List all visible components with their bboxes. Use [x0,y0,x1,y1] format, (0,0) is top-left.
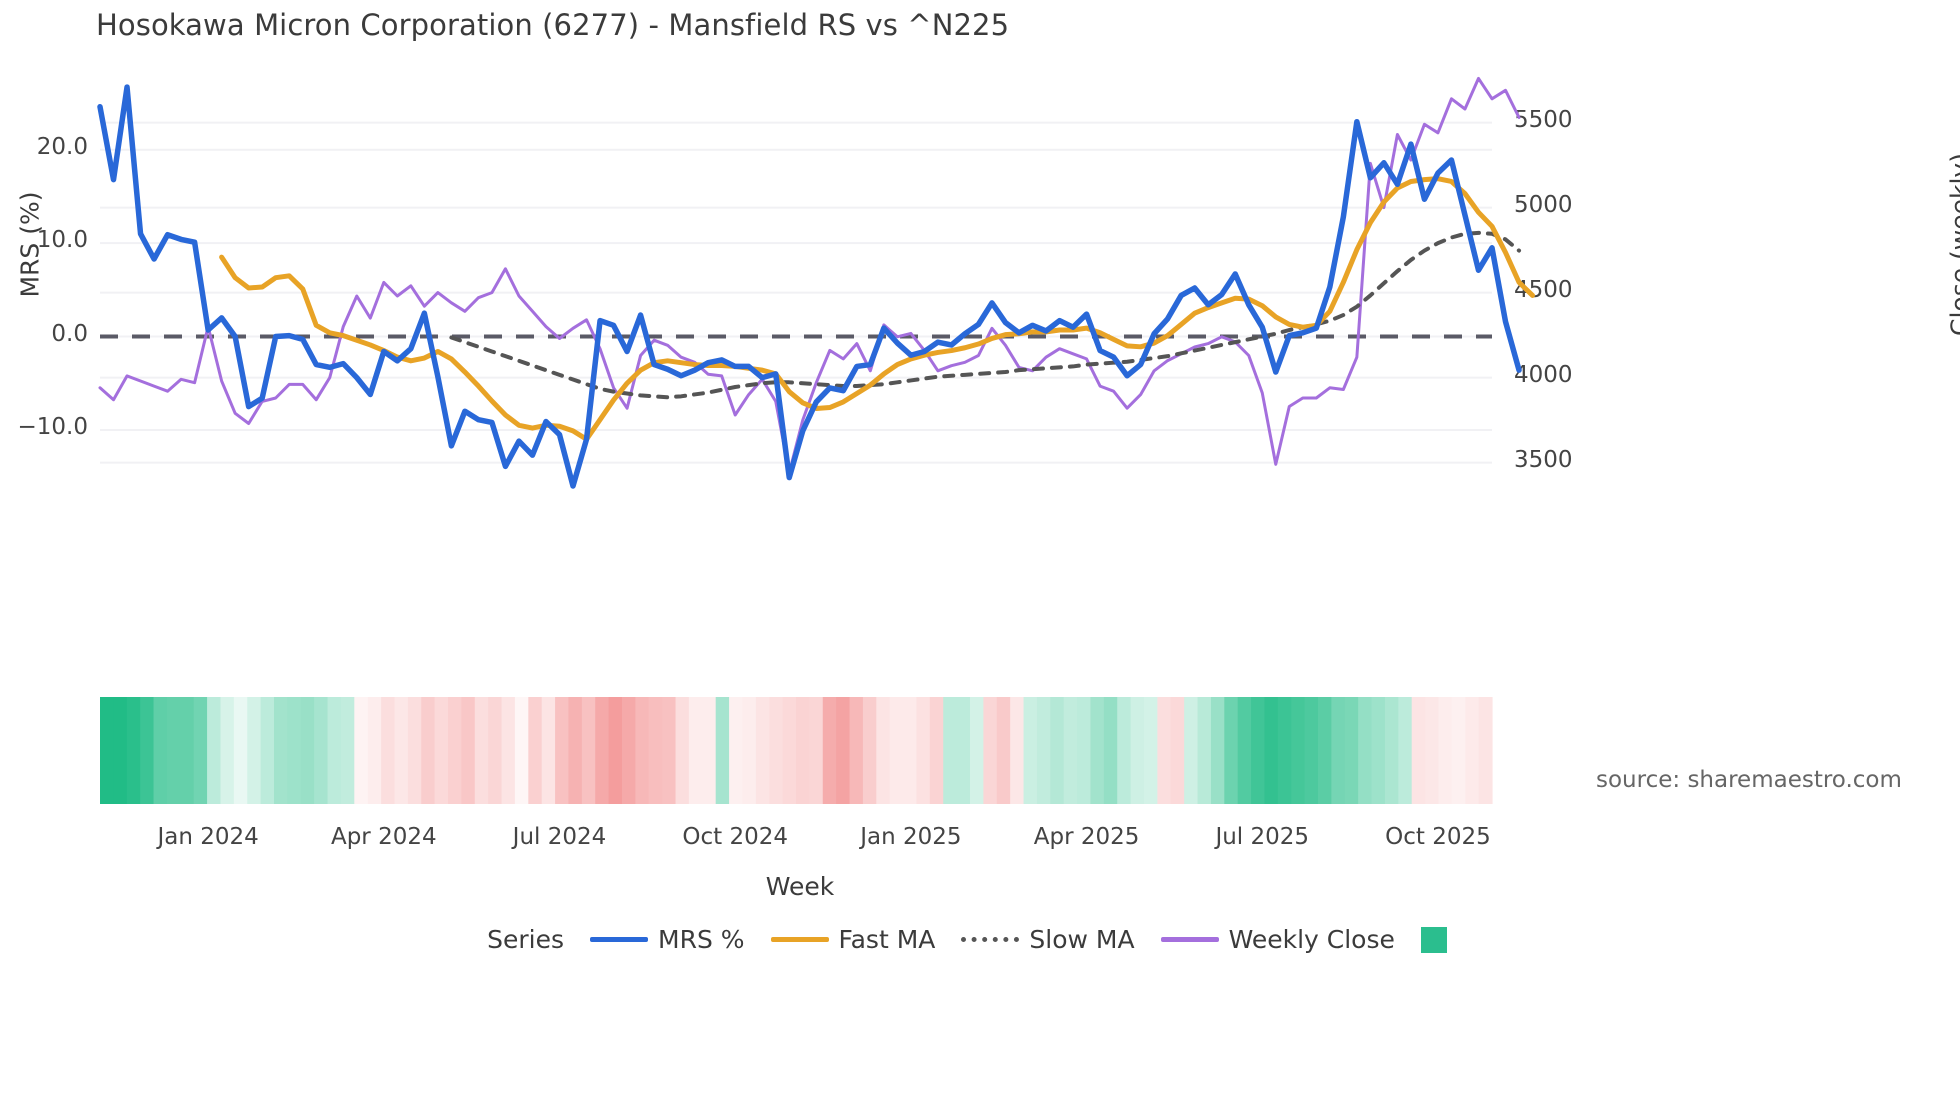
legend-label: MRS % [658,925,745,954]
x-tick: Oct 2025 [1385,824,1491,850]
source-note: source: sharemaestro.com [1590,765,1908,795]
momentum-heatmap-strip [100,697,1493,804]
series-line-fast-ma [219,176,1536,442]
y-tick-left: 10.0 [36,227,88,254]
y-tick-left: −10.0 [17,413,88,440]
y-tick-right: 5000 [1514,191,1573,218]
gridlines [100,121,1492,464]
y-tick-right: 5500 [1514,106,1573,133]
chart-legend: Series MRS % Fast MA Slow MA Weekly Close [0,925,1960,954]
x-tick: Apr 2024 [330,824,437,850]
series-line-mrs [97,84,1522,489]
x-tick: Jul 2025 [1215,824,1310,850]
legend-swatch-line [770,937,829,942]
legend-label: Fast MA [838,925,936,954]
series-line-weekly-close [98,76,1521,475]
legend-swatch-line [590,937,649,942]
x-tick: Jan 2025 [860,824,962,850]
legend-swatch-square [1420,926,1447,953]
legend-entry-heatmap-swatch[interactable] [1420,926,1447,953]
x-tick: Oct 2024 [682,824,788,850]
legend-entry-fast-ma[interactable]: Fast MA [770,925,936,954]
y-tick-right: 3500 [1514,446,1573,473]
legend-label: Slow MA [1029,925,1135,954]
x-tick: Jul 2024 [512,824,607,850]
legend-entry-weekly-close[interactable]: Weekly Close [1160,925,1395,954]
legend-entry-mrs[interactable]: MRS % [590,925,745,954]
chart-title: Hosokawa Micron Corporation (6277) - Man… [96,8,1010,42]
y-tick-left: 20.0 [36,133,88,160]
x-tick: Jan 2024 [157,824,259,850]
legend-title: Series [487,925,565,954]
y-tick-right: 4000 [1514,361,1573,388]
y-tick-left: 0.0 [51,320,88,347]
legend-swatch-dotted-line [961,937,1020,942]
legend-label: Weekly Close [1228,925,1395,954]
series-line-slow-ma [449,230,1522,400]
series-lines [97,76,1536,489]
x-axis-label: Week [765,872,835,901]
x-tick: Apr 2025 [1033,824,1140,850]
legend-entry-slow-ma[interactable]: Slow MA [961,925,1135,954]
legend-swatch-line [1160,937,1219,942]
